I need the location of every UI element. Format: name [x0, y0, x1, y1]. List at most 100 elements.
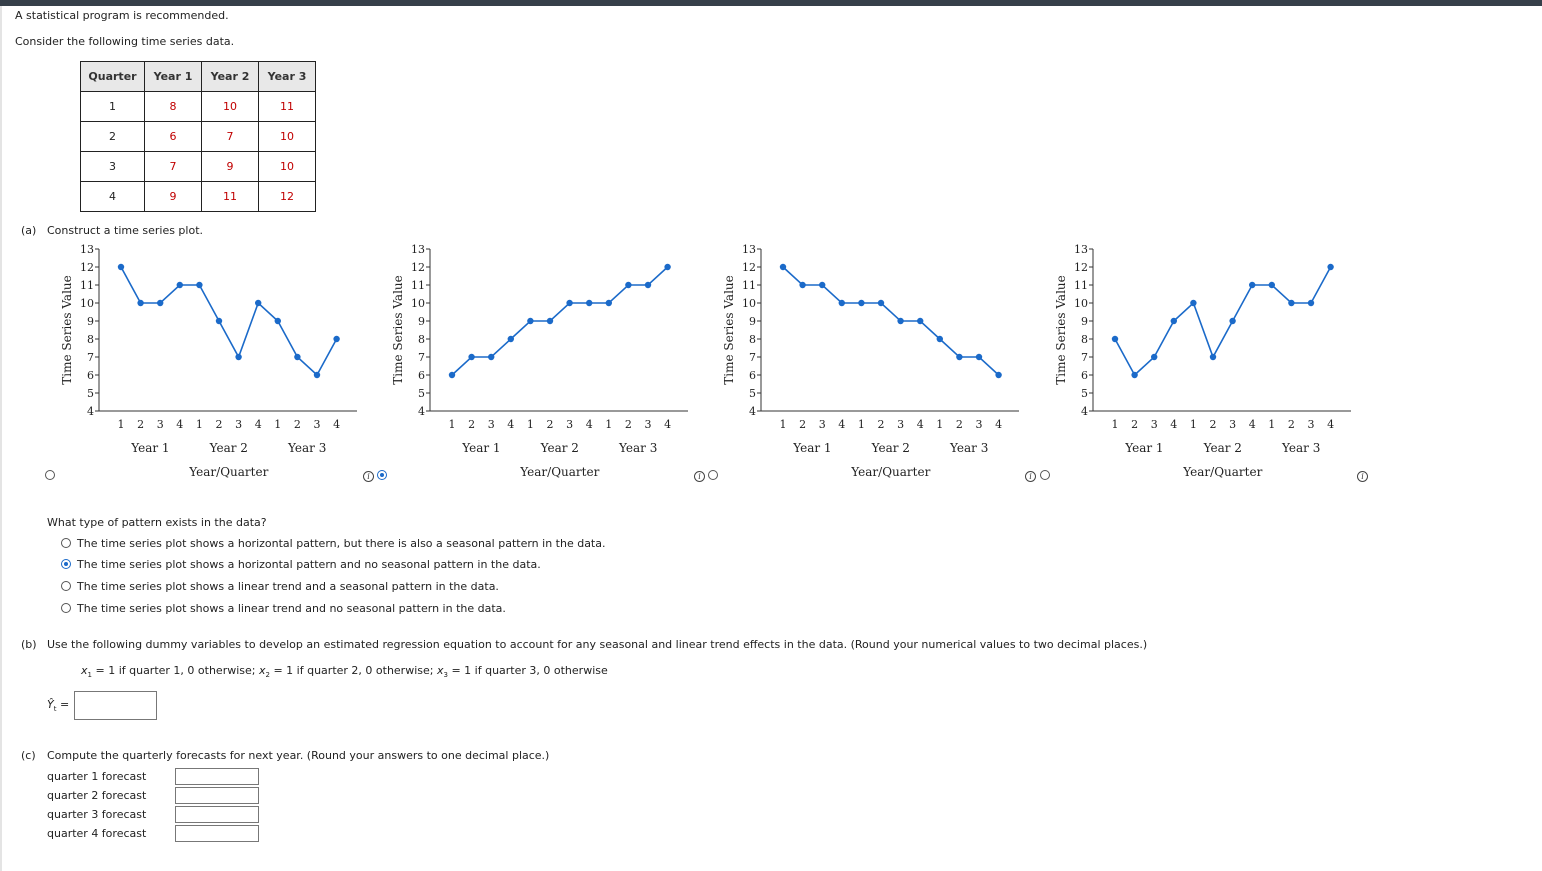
data-point	[1229, 317, 1236, 325]
year-label: Year 2	[871, 441, 910, 455]
chart-panel-2: 4 5 6 7 8 9 10 11 12 13 Time Series Value 1 2 3 4 1 2 3 4 1…	[389, 243, 689, 484]
info-icon[interactable]: i	[694, 471, 705, 482]
table-cell-quarter: 2	[80, 121, 145, 152]
forecast-input-q2[interactable]	[175, 787, 259, 804]
pattern-option-radio[interactable]	[61, 538, 71, 548]
x-tick-label: 3	[566, 418, 573, 431]
y-tick-label: 9	[418, 315, 425, 328]
x-tick-label: 4	[995, 418, 1002, 431]
data-point	[1288, 299, 1295, 307]
data-point	[1151, 353, 1158, 361]
forecast-label-q3: quarter 3 forecast	[47, 808, 147, 821]
plot-radio-2[interactable]	[377, 470, 387, 480]
x-tick-label: 3	[314, 418, 321, 431]
year-label: Year 1	[461, 441, 500, 455]
x-axis-label: Year/Quarter	[188, 465, 268, 479]
y-tick-label: 12	[742, 261, 756, 274]
x-tick-label: 4	[333, 418, 340, 431]
pattern-option-radio[interactable]	[61, 603, 71, 613]
forecast-input-q1[interactable]	[175, 768, 259, 785]
chart-panel-3: 4 5 6 7 8 9 10 11 12 13 Time Series Value 1 2 3 4 1 2 3 4 1…	[720, 243, 1020, 484]
y-tick-label: 13	[411, 244, 425, 256]
table-header: Year 3	[258, 61, 316, 92]
plot-radio-3[interactable]	[708, 470, 718, 480]
var-x3-def: = 1 if quarter 3, 0 otherwise	[447, 664, 608, 677]
x-tick-label: 1	[527, 418, 534, 431]
pattern-option-radio[interactable]	[61, 581, 71, 591]
data-point	[255, 299, 262, 307]
pattern-question: What type of pattern exists in the data?	[47, 516, 267, 529]
year-label: Year 3	[1281, 441, 1320, 455]
table-cell-quarter: 3	[80, 151, 145, 182]
x-tick-label: 4	[507, 418, 514, 431]
table-cell-value: 11	[201, 181, 259, 212]
year-label: Year 3	[949, 441, 988, 455]
data-point	[897, 317, 904, 325]
x-tick-label: 2	[547, 418, 554, 431]
data-point	[779, 263, 787, 271]
y-tick-label: 6	[418, 369, 425, 382]
table-header: Year 2	[201, 61, 259, 92]
x-tick-label: 4	[1249, 418, 1256, 431]
x-tick-label: 2	[216, 418, 223, 431]
data-point	[137, 299, 144, 307]
forecast-input-q3[interactable]	[175, 806, 259, 823]
x-tick-label: 2	[294, 418, 301, 431]
table-cell-value: 10	[258, 151, 316, 182]
data-point	[1249, 281, 1256, 289]
forecast-label-q2: quarter 2 forecast	[47, 789, 147, 802]
plot-radio-1[interactable]	[45, 470, 55, 480]
part-a-label: (a)	[21, 224, 37, 237]
pattern-option-label[interactable]: The time series plot shows a linear tren…	[77, 602, 506, 615]
data-point	[1307, 299, 1315, 307]
pattern-option-radio[interactable]	[61, 559, 71, 569]
y-tick-label: 5	[749, 387, 756, 400]
table-cell-value: 11	[258, 91, 316, 122]
x-tick-label: 1	[858, 418, 865, 431]
x-tick-label: 4	[586, 418, 593, 431]
data-point	[625, 281, 632, 289]
x-tick-label: 2	[1131, 418, 1138, 431]
x-tick-label: 1	[605, 418, 612, 431]
y-tick-label: 4	[87, 405, 94, 418]
pattern-option-label[interactable]: The time series plot shows a horizontal …	[77, 558, 541, 571]
pattern-option-label[interactable]: The time series plot shows a horizontal …	[77, 537, 606, 550]
data-point	[877, 299, 885, 307]
y-tick-label: 6	[749, 369, 756, 382]
regression-equation-input[interactable]	[74, 691, 157, 720]
plot-radio-4[interactable]	[1040, 470, 1050, 480]
data-point	[507, 335, 514, 343]
data-point	[1190, 299, 1197, 307]
y-tick-label: 7	[749, 351, 756, 364]
pattern-option-label[interactable]: The time series plot shows a linear tren…	[77, 580, 499, 593]
info-icon[interactable]: i	[1357, 471, 1368, 482]
data-point	[799, 281, 806, 289]
data-point	[1170, 317, 1177, 325]
data-point	[956, 353, 963, 361]
info-icon[interactable]: i	[1025, 471, 1036, 482]
left-border	[0, 6, 2, 871]
x-tick-label: 1	[1190, 418, 1197, 431]
data-point	[819, 281, 826, 289]
year-label: Year 1	[1124, 441, 1163, 455]
var-x2-def: = 1 if quarter 2, 0 otherwise;	[269, 664, 437, 677]
data-point	[605, 299, 612, 307]
y-tick-label: 9	[749, 315, 756, 328]
series-line	[1114, 266, 1332, 377]
year-label: Year 2	[540, 441, 579, 455]
table-cell-value: 9	[144, 181, 202, 212]
info-icon[interactable]: i	[363, 471, 374, 482]
part-c-label: (c)	[21, 749, 36, 762]
x-tick-label: 2	[1288, 418, 1295, 431]
y-tick-label: 10	[80, 297, 94, 310]
table-cell-quarter: 1	[80, 91, 145, 122]
part-c-prompt: Compute the quarterly forecasts for next…	[47, 749, 550, 762]
y-tick-label: 8	[87, 333, 94, 346]
forecast-input-q4[interactable]	[175, 825, 259, 842]
data-point	[838, 299, 845, 307]
top-bar	[0, 0, 1542, 6]
x-tick-label: 3	[157, 418, 164, 431]
y-tick-label: 4	[1081, 405, 1088, 418]
